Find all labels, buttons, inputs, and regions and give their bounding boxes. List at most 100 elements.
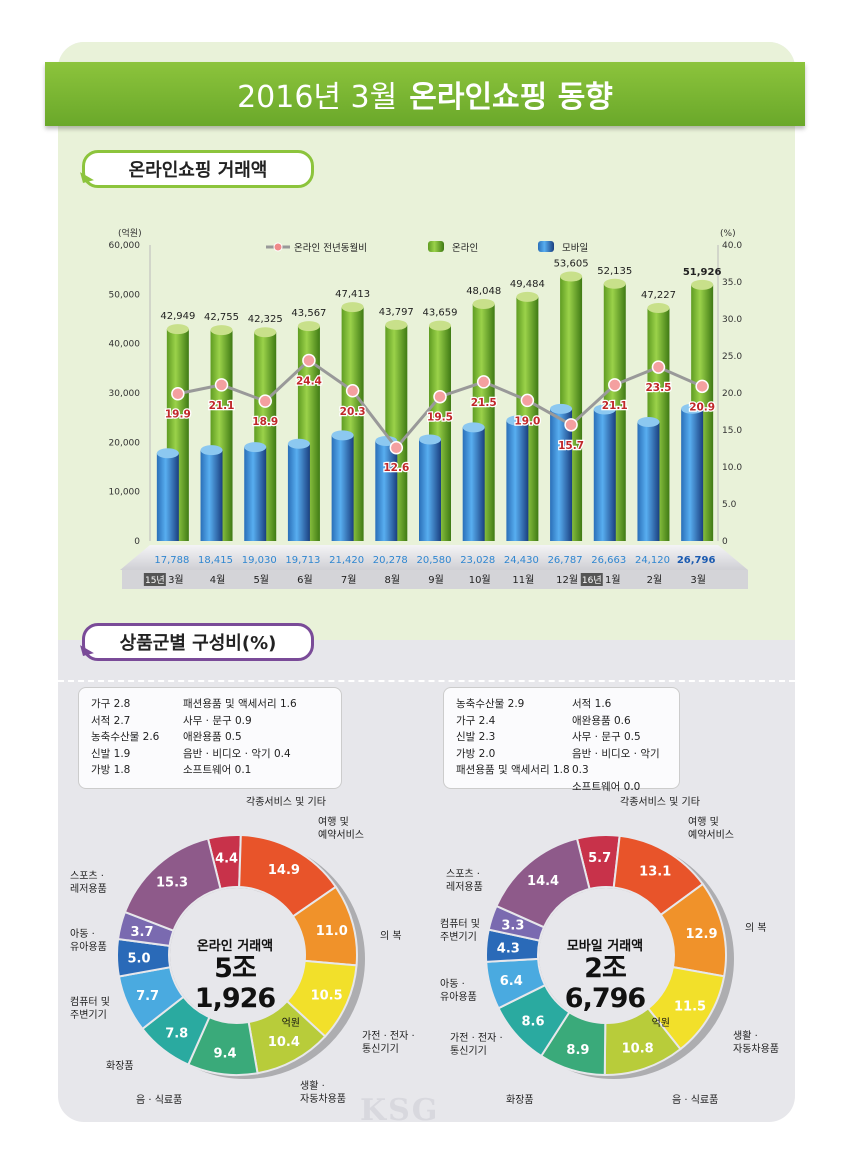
mobile-value-label: 19,030 [242,555,277,566]
mobile-value-label: 24,430 [504,555,539,566]
online-value-label: 43,659 [423,308,458,319]
mobile-bar [681,408,704,541]
yoy-marker [608,378,622,392]
online-center-value: 5조 1,926 [194,953,276,1014]
right-tick-label: 15.0 [722,426,742,436]
online-value-label: 51,926 [683,267,722,278]
mobile-value-label: 18,415 [198,555,233,566]
mobile-value-label: 19,713 [285,555,320,566]
others-item: 서적 1.6 [572,698,612,710]
month-label: 10월 [469,574,491,586]
mobile-bar-top [287,438,310,449]
mobile-value-label: 26,663 [591,555,626,566]
yoy-marker [520,393,535,408]
online-label-clothing: 의 복 [380,931,402,942]
month-label: 4월 [210,574,226,586]
online-bar-top [210,325,233,336]
mobile-center-value: 2조 6,796 [564,953,646,1014]
online-label-services: 각종서비스 및 기타 [246,797,326,808]
others-item: 음반 · 비디오 · 악기 0.3 [572,747,660,777]
online-bar-top [691,279,714,290]
mobile-value-label: 20,278 [373,555,408,566]
mobile-value-label: 21,420 [329,555,364,566]
online-label-computer: 컴퓨터 및 주변기기 [70,997,110,1021]
mobile-bar-top [244,442,267,453]
online-value-label: 43,797 [379,307,414,318]
mobile-center-title: 모바일 거래액 [566,939,644,954]
online-bar-top [472,298,495,309]
left-axis-unit: (억원) [118,227,142,239]
others-item: 패션용품 및 액세서리 1.6 [183,698,297,710]
others-item: 음반 · 비디오 · 악기 0.4 [183,747,291,760]
right-tick-label: 5.0 [722,500,737,510]
online-label-sports: 스포츠 · 레저용품 [70,871,107,895]
yoy-value-label: 18.9 [252,416,278,428]
yoy-marker [258,394,272,408]
others-item: 사무 · 문구 0.9 [183,714,252,727]
online-value-label: 52,135 [597,266,632,277]
mobile-bar [200,450,223,541]
mobile-bar-top [331,430,354,441]
online-bar-top [341,302,364,313]
mobile-value-label: 26,796 [677,555,716,566]
mobile-label-living: 생활 · 자동차용품 [733,1031,779,1055]
online-bar-top [516,291,539,302]
yoy-marker [171,386,185,401]
month-label: 3월 [690,574,706,586]
right-tick-label: 20.0 [722,389,742,399]
right-tick-label: 10.0 [722,463,742,473]
online-label-food: 음 · 식료품 [136,1095,183,1106]
online-bar-top [254,327,277,338]
title-date: 2016년 3월 [237,80,398,115]
left-tick-label: 40,000 [109,340,141,350]
online-bar-top [603,278,626,289]
mobile-bar [506,420,529,541]
online-label-travel: 여행 및 예약서비스 [318,817,364,841]
others-item: 신발 1.9 [91,747,131,760]
legend-label: 온라인 전년동월비 [294,242,367,254]
month-label: 1월 [605,574,621,586]
online-label-living: 생활 · 자동차용품 [300,1081,346,1105]
month-label: 7월 [341,574,357,586]
yoy-value-label: 19.5 [427,412,453,424]
online-center-title: 온라인 거래액 [196,939,274,954]
yoy-marker [695,379,709,394]
yoy-marker [476,375,491,389]
mobile-bar-top [419,434,441,445]
chart-floor [120,545,748,570]
mobile-bar-top [156,448,179,459]
online-bar-top [560,271,583,282]
mobile-bar [331,435,354,541]
month-label: 2월 [647,574,663,586]
right-tick-label: 35.0 [722,278,742,288]
others-item: 가구 2.8 [91,698,131,710]
mobile-label-electronics: 가전 · 전자 · 통신기기 [450,1033,503,1057]
others-item: 애완용품 0.5 [183,731,242,743]
yoy-marker [433,389,447,404]
yoy-marker [302,353,316,368]
year-tag-bg [580,573,603,586]
mobile-value-label: 24,120 [635,555,670,566]
online-label-cosmetics: 화장품 [106,1061,134,1072]
mobile-value-label: 26,787 [548,555,583,566]
yoy-value-label: 23.5 [646,382,672,394]
mobile-bar [287,443,310,541]
transaction-chart: (억원) (%) 0 10,000 20,000 30,000 40,000 50,000 60… [109,227,748,589]
month-label: 8월 [385,574,401,586]
mobile-donut-center: 모바일 거래액 2조 6,796 억원 [540,935,670,1029]
yoy-marker [651,360,666,374]
online-bar-top [166,324,189,335]
online-center-unit: 억원 [281,1018,300,1029]
mobile-bar [375,440,398,541]
mobile-label-services: 각종서비스 및 기타 [620,797,700,808]
mobile-bar-top [637,417,660,428]
mobile-label-food: 음 · 식료품 [672,1095,719,1106]
yoy-value-label: 21.5 [471,397,497,409]
online-bar-top [385,319,408,330]
mobile-center-unit: 억원 [651,1018,670,1029]
right-axis-unit: (%) [720,229,736,239]
others-breakdown-online: 가구 2.8 서적 2.7 농축수산물 2.6 신발 1.9 가방 1.8 패션용품 및… [78,687,342,789]
mobile-bar-top [681,403,704,414]
mobile-label-clothing: 의 복 [745,923,767,934]
section-title-category-share: 상품군별 구성비(%) [82,623,314,661]
